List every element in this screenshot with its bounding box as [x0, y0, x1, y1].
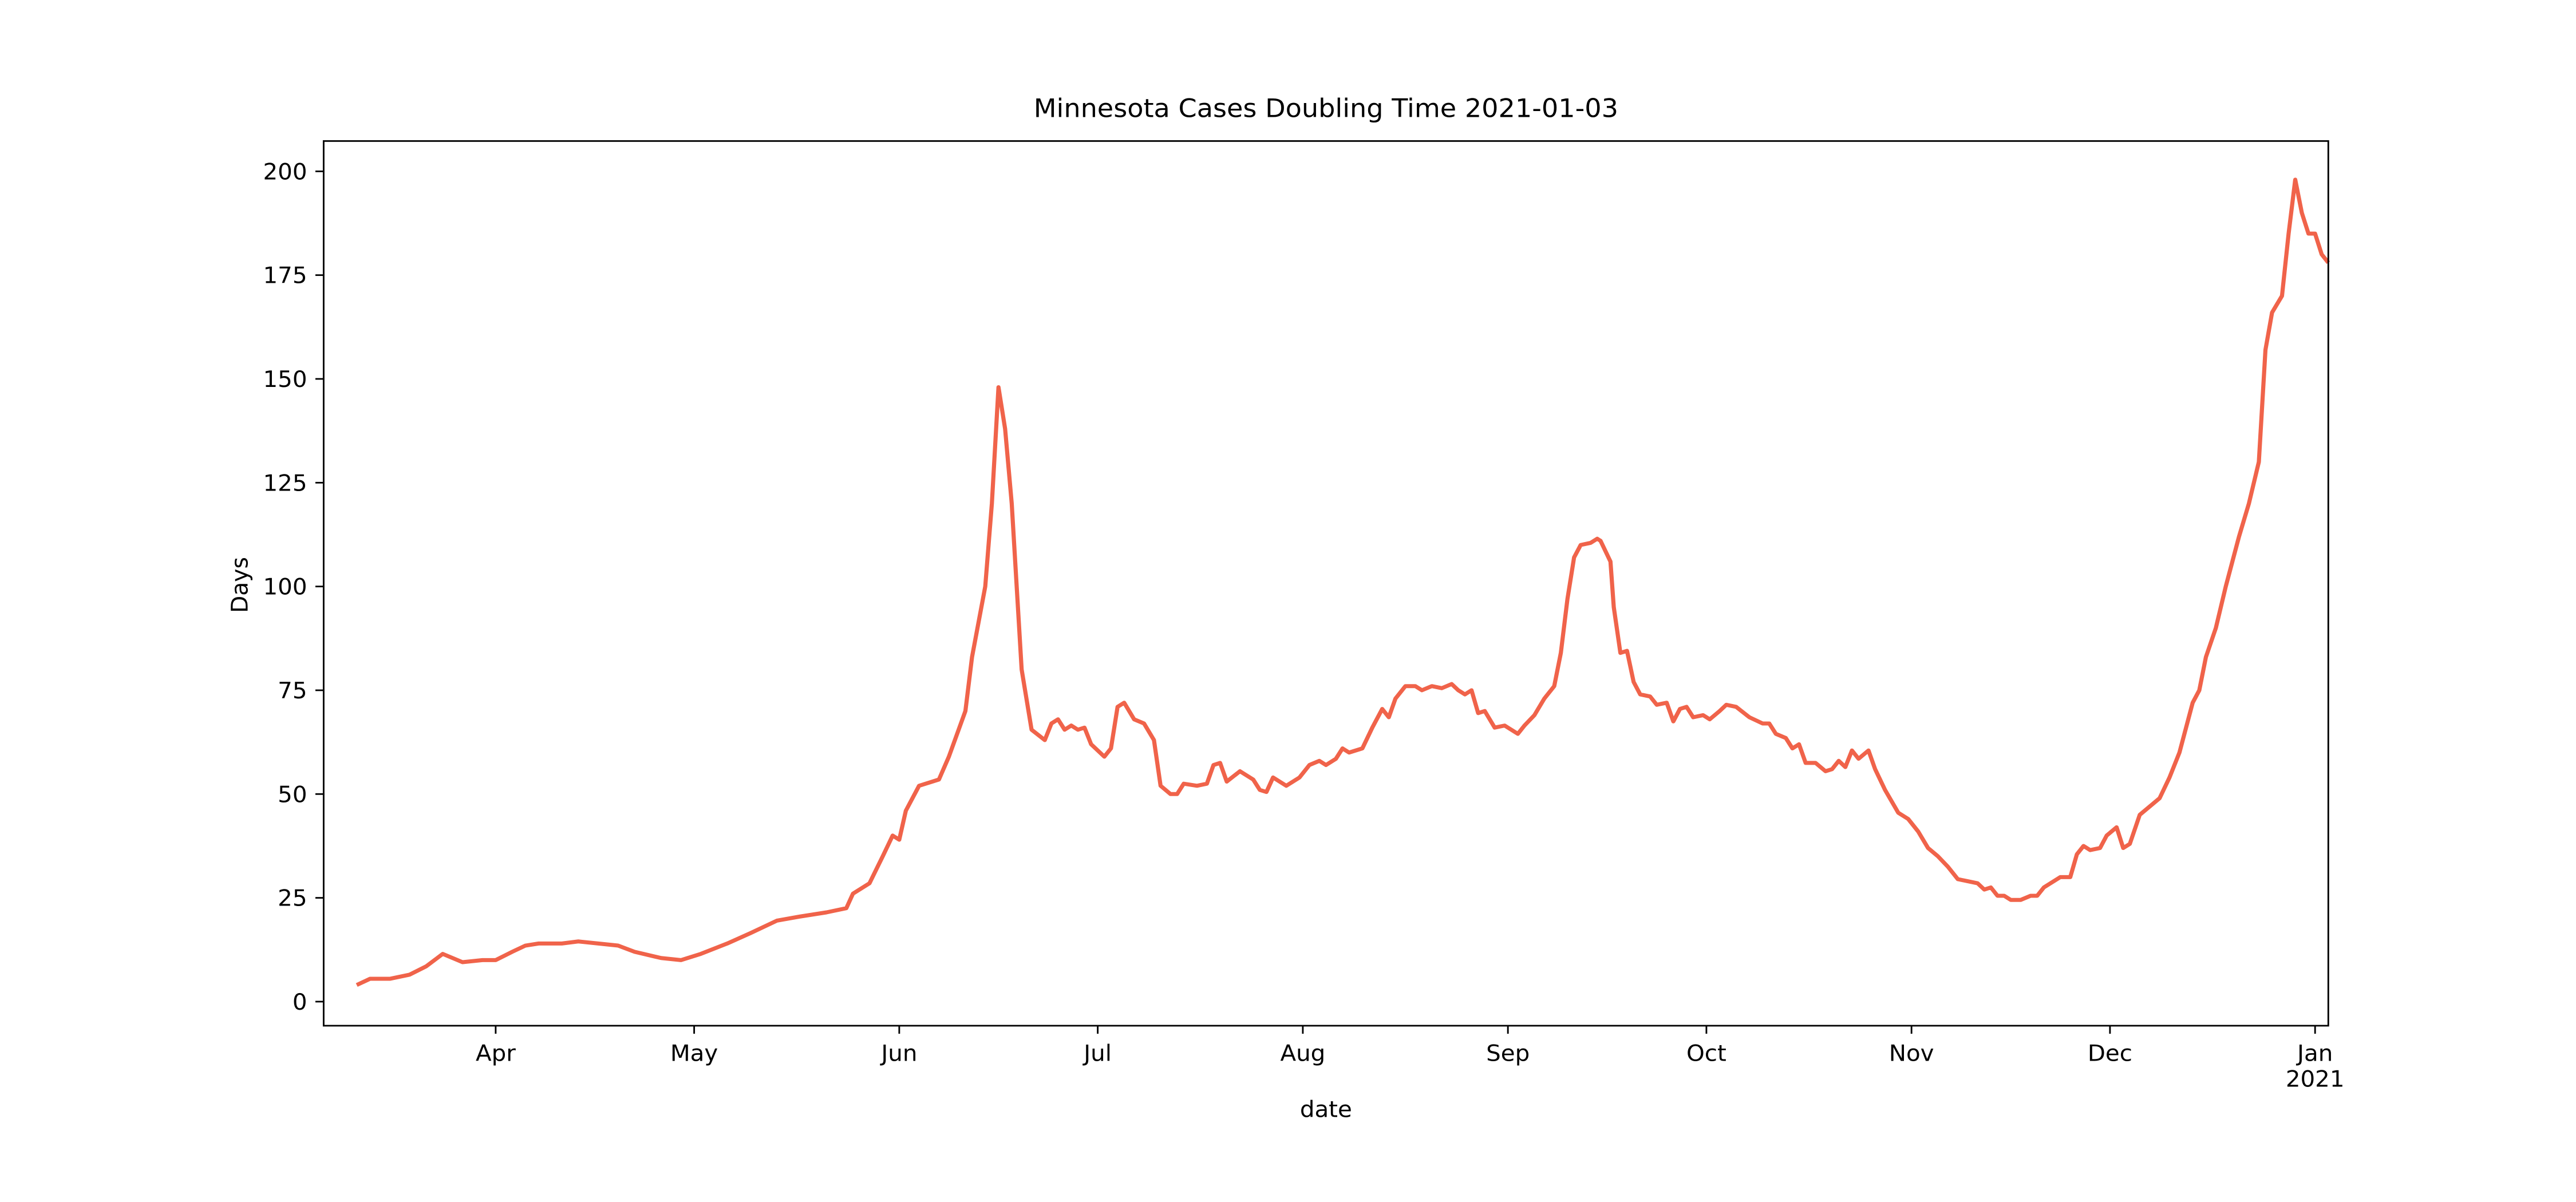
- y-tick-label: 125: [263, 470, 307, 496]
- y-tick-label: 175: [263, 263, 307, 288]
- x-tick-label: Apr: [476, 1041, 516, 1066]
- x-tick-label: Jul: [1082, 1041, 1112, 1066]
- data-line: [355, 177, 2330, 987]
- y-tick-label: 150: [263, 367, 307, 393]
- x-tick-label: Nov: [1889, 1041, 1934, 1066]
- x-tick-label: Jun: [879, 1041, 917, 1066]
- y-tick-label: 75: [278, 678, 307, 704]
- y-tick-label: 200: [263, 159, 307, 185]
- x-tick-label: Sep: [1486, 1041, 1530, 1066]
- x-tick-label: Jan 2021: [2286, 1041, 2345, 1092]
- plot-frame: [322, 140, 2329, 1027]
- y-axis-label: Days: [227, 557, 254, 613]
- x-axis-label: date: [1300, 1097, 1352, 1122]
- x-tick-label: Oct: [1686, 1041, 1726, 1066]
- x-tick-label: Aug: [1280, 1041, 1325, 1066]
- chart-title: Minnesota Cases Doubling Time 2021-01-03: [1034, 93, 1618, 123]
- y-tick-label: 25: [278, 885, 307, 911]
- x-tick-label: May: [670, 1041, 718, 1066]
- y-tick-label: 0: [293, 989, 307, 1015]
- y-tick-label: 50: [278, 782, 307, 808]
- x-tick-label: Dec: [2088, 1041, 2132, 1066]
- y-tick-label: 100: [263, 574, 307, 600]
